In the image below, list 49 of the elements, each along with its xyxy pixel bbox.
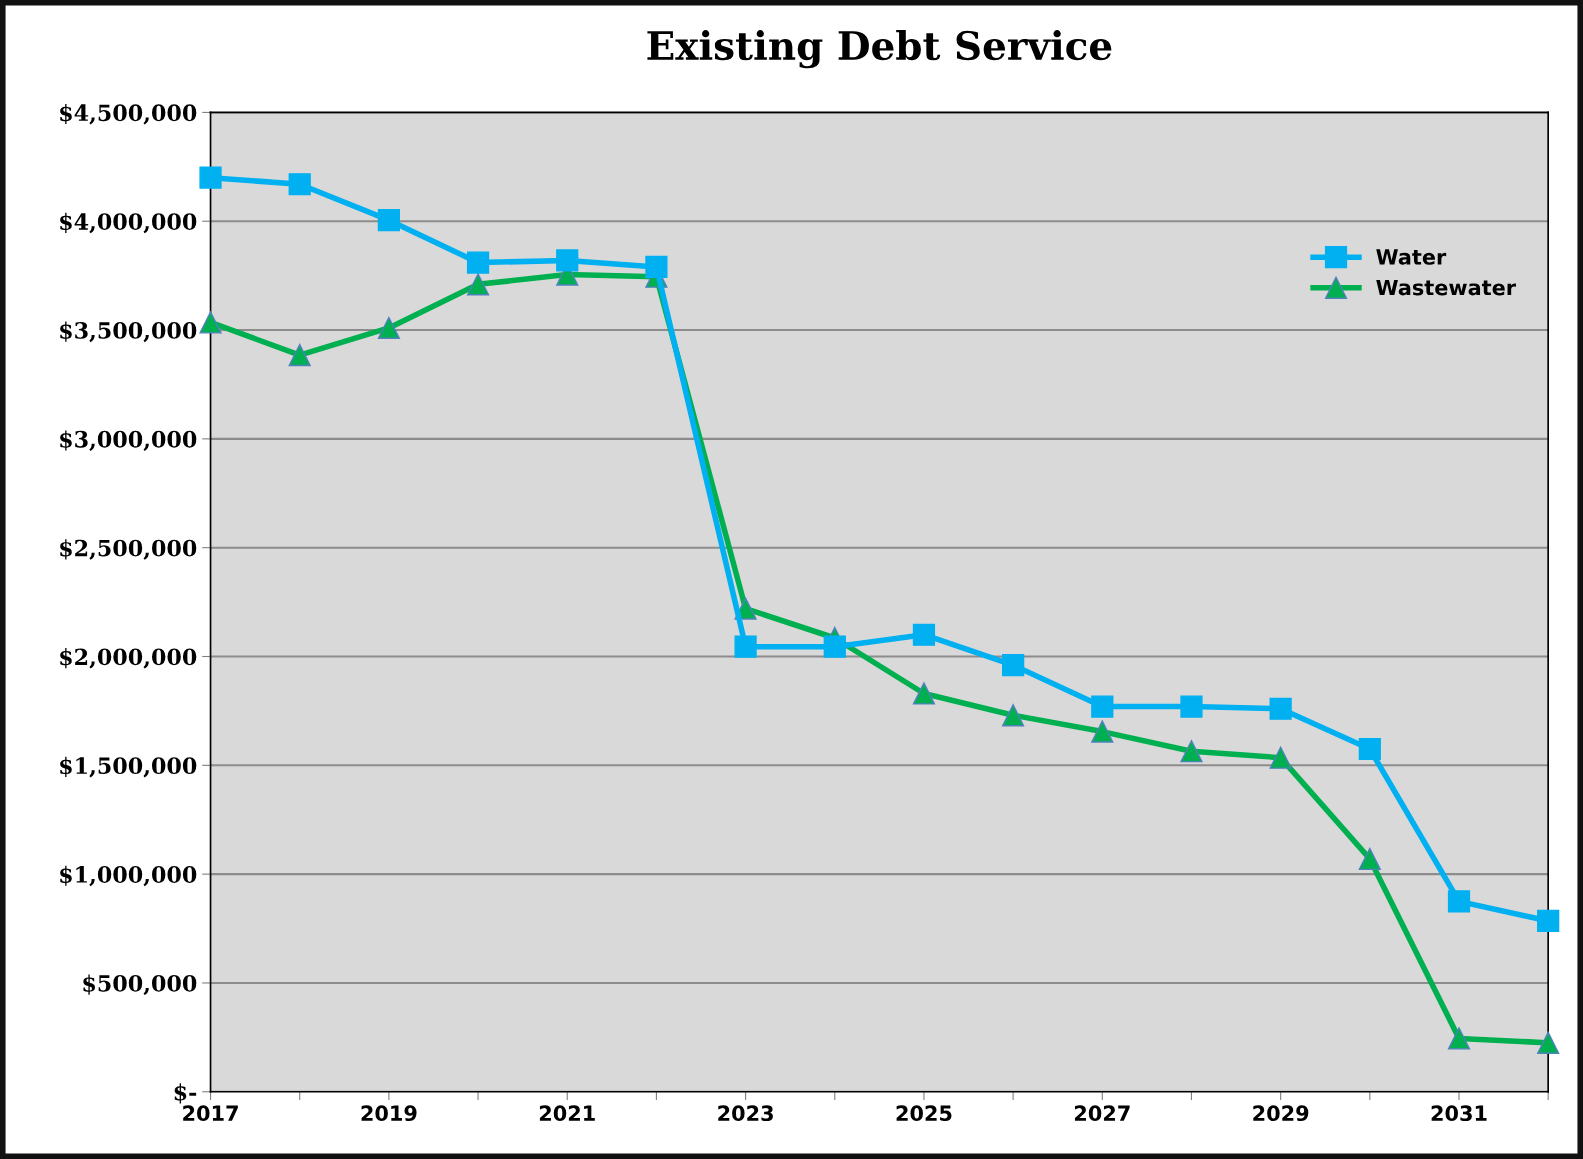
x-tick-label: 2031 — [1431, 1105, 1487, 1122]
x-tick-label: 2023 — [718, 1105, 773, 1122]
point — [377, 209, 401, 232]
x-tick-label: 2017 — [183, 1105, 238, 1122]
point — [823, 635, 846, 658]
x-tick-label: 2025 — [896, 1105, 952, 1122]
x-tick-label: 2019 — [361, 1105, 417, 1122]
point — [466, 273, 490, 296]
x-tick-label: 2027 — [1074, 1105, 1130, 1122]
legend-label: Wastewater — [1376, 279, 1516, 296]
point — [288, 173, 311, 196]
y-tick-label: $- — [174, 1083, 197, 1104]
point — [1180, 740, 1203, 763]
legend-label: Water — [1376, 249, 1447, 265]
point — [199, 311, 222, 334]
chart-title: Existing Debt Service — [647, 30, 1112, 69]
point — [466, 251, 490, 274]
point — [377, 316, 401, 339]
point — [734, 635, 757, 658]
y-tick-label: $4,000,000 — [60, 212, 197, 234]
point — [1358, 737, 1381, 761]
y-tick-label: $3,000,000 — [60, 430, 197, 451]
point — [1180, 695, 1203, 718]
point — [1447, 890, 1471, 913]
y-tick-label: $1,000,000 — [60, 865, 197, 887]
point — [1091, 720, 1114, 743]
x-tick-label: 2021 — [539, 1105, 595, 1122]
y-tick-label: $500,000 — [83, 974, 197, 996]
point — [1002, 704, 1025, 727]
y-tick-label: $3,500,000 — [60, 321, 197, 343]
x-tick-label: 2029 — [1253, 1105, 1309, 1122]
point — [1537, 1031, 1560, 1054]
point — [1002, 654, 1025, 677]
y-tick-label: $2,000,000 — [60, 648, 197, 669]
y-tick-label: $1,500,000 — [60, 756, 197, 778]
point — [556, 249, 579, 272]
point — [288, 343, 311, 367]
point — [1447, 1027, 1471, 1050]
point — [912, 682, 936, 705]
y-tick-label: $4,500,000 — [60, 103, 197, 125]
point — [1269, 697, 1292, 720]
point — [1537, 909, 1560, 933]
y-tick-label: $2,500,000 — [60, 539, 197, 560]
point — [1358, 847, 1381, 871]
point — [912, 623, 936, 646]
point — [1091, 695, 1114, 718]
point — [645, 255, 668, 279]
point — [199, 166, 222, 189]
point — [1269, 746, 1292, 769]
